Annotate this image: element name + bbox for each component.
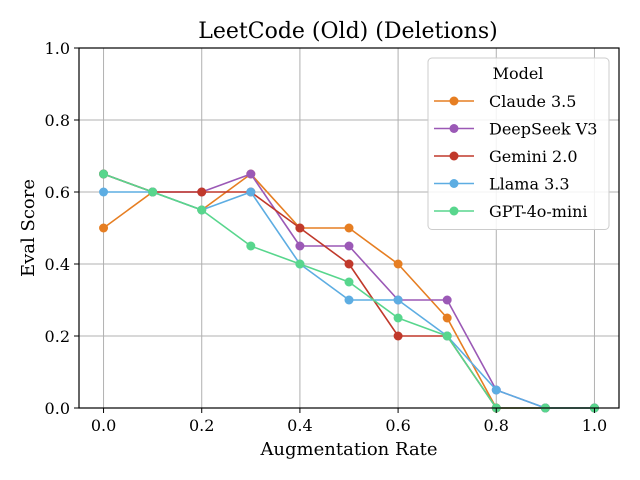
- x-tick-label: 0.4: [287, 416, 312, 435]
- data-point: [99, 187, 109, 197]
- legend-marker: [449, 151, 459, 161]
- data-point: [344, 295, 354, 305]
- y-tick-label: 1.0: [45, 39, 70, 58]
- legend-item: Gemini 2.0: [434, 147, 578, 166]
- x-tick-label: 0.2: [189, 416, 214, 435]
- data-point: [393, 313, 403, 323]
- data-point: [491, 385, 501, 395]
- data-point: [393, 331, 403, 341]
- data-point: [442, 331, 452, 341]
- data-point: [295, 223, 305, 233]
- legend-label: DeepSeek V3: [489, 120, 597, 139]
- legend-label: Gemini 2.0: [489, 147, 578, 166]
- y-tick-label: 0.4: [45, 255, 70, 274]
- x-tick-label: 0.0: [91, 416, 116, 435]
- legend: Model Claude 3.5 DeepSeek V3 Gemini 2.0 Llam…: [427, 57, 610, 230]
- data-point: [246, 169, 256, 179]
- legend-label: Claude 3.5: [489, 92, 576, 111]
- axis-ticks: 0.0 0.2 0.4 0.6 0.8 1.0 0.0 0.2 0.4 0.6 0.8 1.0: [45, 39, 608, 435]
- legend-marker: [449, 206, 459, 216]
- x-tick-label: 0.8: [484, 416, 509, 435]
- data-point: [393, 295, 403, 305]
- x-axis-label: Augmentation Rate: [259, 439, 437, 460]
- legend-marker: [449, 179, 459, 188]
- legend-label: GPT-4o-mini: [489, 202, 588, 221]
- data-point: [344, 277, 354, 287]
- data-point: [295, 241, 305, 251]
- legend-title: Model: [493, 64, 544, 83]
- legend-item: GPT-4o-mini: [434, 202, 588, 221]
- y-axis-label: Eval Score: [18, 179, 39, 277]
- data-point: [295, 259, 305, 269]
- legend-label: Llama 3.3: [489, 175, 570, 194]
- data-point: [246, 241, 256, 251]
- data-point: [197, 187, 207, 197]
- data-point: [442, 295, 452, 305]
- data-point: [246, 187, 256, 197]
- y-tick-label: 0.8: [45, 111, 70, 130]
- legend-item: Llama 3.3: [434, 175, 570, 194]
- legend-marker: [449, 124, 459, 133]
- y-tick-label: 0.0: [45, 399, 70, 418]
- y-tick-label: 0.6: [45, 183, 70, 202]
- data-point: [344, 223, 354, 233]
- data-point: [393, 259, 403, 269]
- data-point: [99, 169, 109, 179]
- data-point: [344, 241, 354, 251]
- legend-item: DeepSeek V3: [434, 120, 597, 139]
- data-point: [148, 187, 158, 197]
- y-tick-label: 0.2: [45, 327, 70, 346]
- data-point: [442, 313, 452, 323]
- legend-marker: [449, 96, 459, 106]
- x-tick-label: 0.6: [385, 416, 410, 435]
- data-point: [99, 223, 109, 233]
- x-tick-label: 1.0: [582, 416, 607, 435]
- data-point: [197, 205, 207, 215]
- plot-area-frame: [78, 47, 620, 409]
- chart-title: LeetCode (Old) (Deletions): [198, 19, 497, 44]
- legend-item: Claude 3.5: [434, 92, 576, 111]
- data-point: [344, 259, 354, 269]
